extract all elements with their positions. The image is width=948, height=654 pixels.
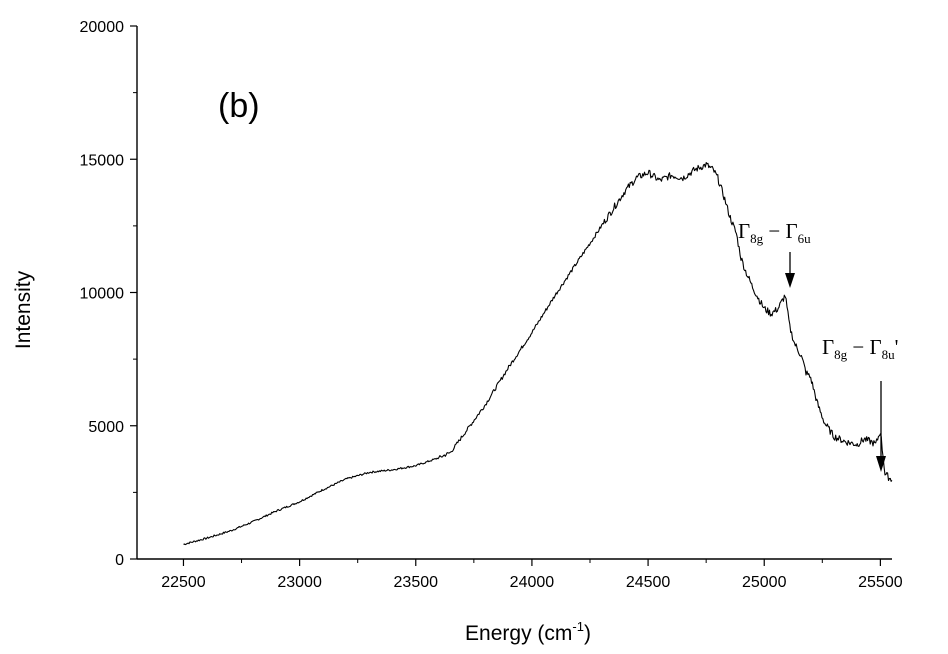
annotation-1-label: Γ8g − Γ6u	[738, 219, 811, 246]
annotation-2-label: Γ8g − Γ8u'	[822, 335, 898, 362]
annotation-2-arrow-head	[876, 456, 886, 472]
x-tick-label-22500: 22500	[161, 574, 206, 591]
x-axis-title-base: Energy (cm	[465, 622, 572, 645]
y-axis-title: Intensity	[12, 270, 35, 349]
x-tick-label-23000: 23000	[277, 574, 322, 591]
annotation-2: Γ8g − Γ8u'	[822, 335, 898, 472]
annotation-1-sep: − Γ	[763, 219, 797, 243]
annotation-1: Γ8g − Γ6u	[738, 219, 811, 288]
y-tick-label-0: 0	[115, 552, 124, 569]
x-tick-label-23500: 23500	[394, 574, 439, 591]
x-tick-label-24000: 24000	[510, 574, 555, 591]
annotation-2-sep: − Γ	[847, 335, 881, 359]
series-layer	[183, 162, 893, 546]
annotation-1-main: Γ	[738, 219, 750, 243]
x-axis-title: Energy (cm-1)	[465, 619, 591, 645]
y-tick-label-10000: 10000	[80, 286, 125, 303]
x-tick-label-24500: 24500	[626, 574, 671, 591]
annotation-2-sub1: 8g	[834, 347, 848, 362]
x-tick-label-25000: 25000	[742, 574, 787, 591]
y-tick-label-20000: 20000	[80, 19, 125, 36]
annotation-2-main: Γ	[822, 335, 834, 359]
annotation-2-tail: '	[895, 335, 899, 359]
annotation-1-sub2: 6u	[798, 231, 812, 246]
panel-label: (b)	[218, 87, 260, 125]
y-tick-label-5000: 5000	[88, 419, 124, 436]
annotation-1-sub1: 8g	[750, 231, 764, 246]
series-line-0	[183, 162, 893, 546]
x-axis-title-tail: )	[584, 622, 591, 645]
x-tick-label-25500: 25500	[858, 574, 903, 591]
annotation-1-arrow-head	[785, 273, 795, 288]
ticks: 22500 23000 23500 24000 24500 25000 25500 0 5000…	[80, 19, 903, 591]
annotation-2-sub2: 8u	[882, 347, 896, 362]
y-tick-label-15000: 15000	[80, 152, 125, 169]
x-axis-title-sup: -1	[572, 619, 584, 634]
